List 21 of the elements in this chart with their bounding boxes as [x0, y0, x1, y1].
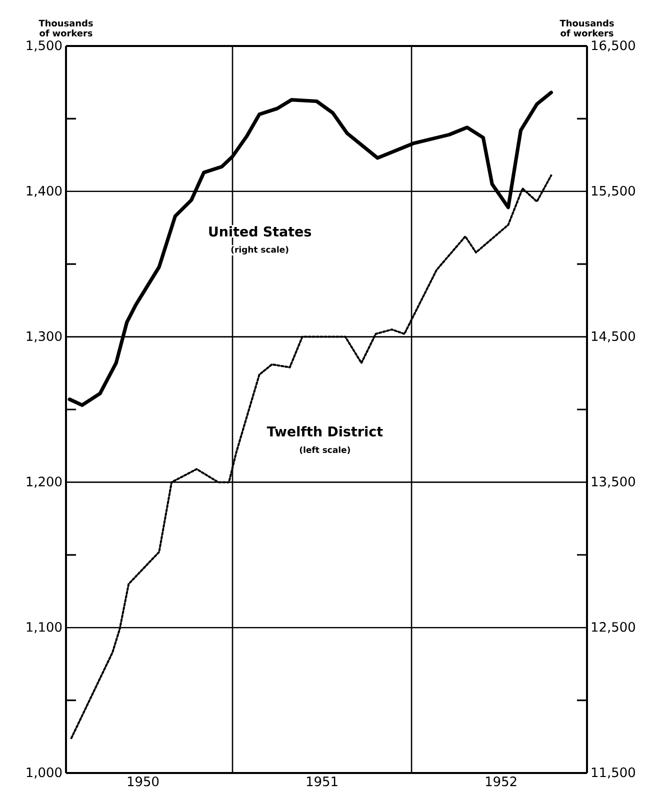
text: United States: [209, 226, 312, 237]
y-tick-label: 1,300: [26, 331, 62, 342]
series-label: Twelfth District: [266, 426, 383, 437]
x-tick-label: 1951: [306, 776, 338, 786]
y2-tick-label: 11,500: [592, 767, 635, 779]
y-tick-label: 1,200: [26, 476, 62, 488]
y-tick-label: 1,000: [26, 767, 62, 779]
x-tick-label: 1952: [486, 776, 516, 786]
y2-axis-title: Thousands of workers: [560, 20, 614, 36]
annotation: (left scale): [300, 446, 350, 454]
y2-tick-label: 12,500: [592, 622, 635, 634]
y-tick-label: 1,400: [26, 186, 62, 197]
y-tick-label: 1,100: [26, 622, 62, 634]
x-tick-label: 1950: [128, 776, 159, 786]
y2-tick-label: 14,500: [592, 331, 635, 342]
y-tick-label: 1,500: [26, 40, 62, 52]
annotation: (right scale): [231, 246, 288, 254]
y2-tick-label: 15,500: [592, 186, 635, 197]
y2-tick-label: 16,500: [592, 40, 635, 52]
y2-tick-label: 13,500: [592, 476, 635, 488]
y-axis-title: Thousands of workers: [38, 20, 93, 36]
